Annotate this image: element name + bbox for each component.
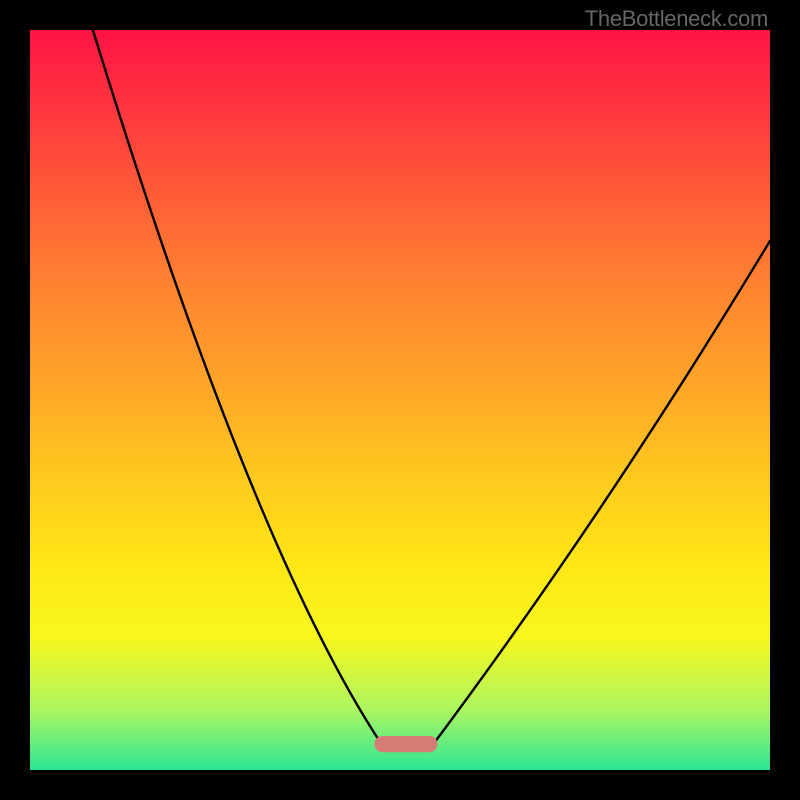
chart-frame: TheBottleneck.com [0,0,800,800]
chart-svg [30,30,770,770]
plot-area [30,30,770,770]
watermark-text: TheBottleneck.com [585,6,768,32]
